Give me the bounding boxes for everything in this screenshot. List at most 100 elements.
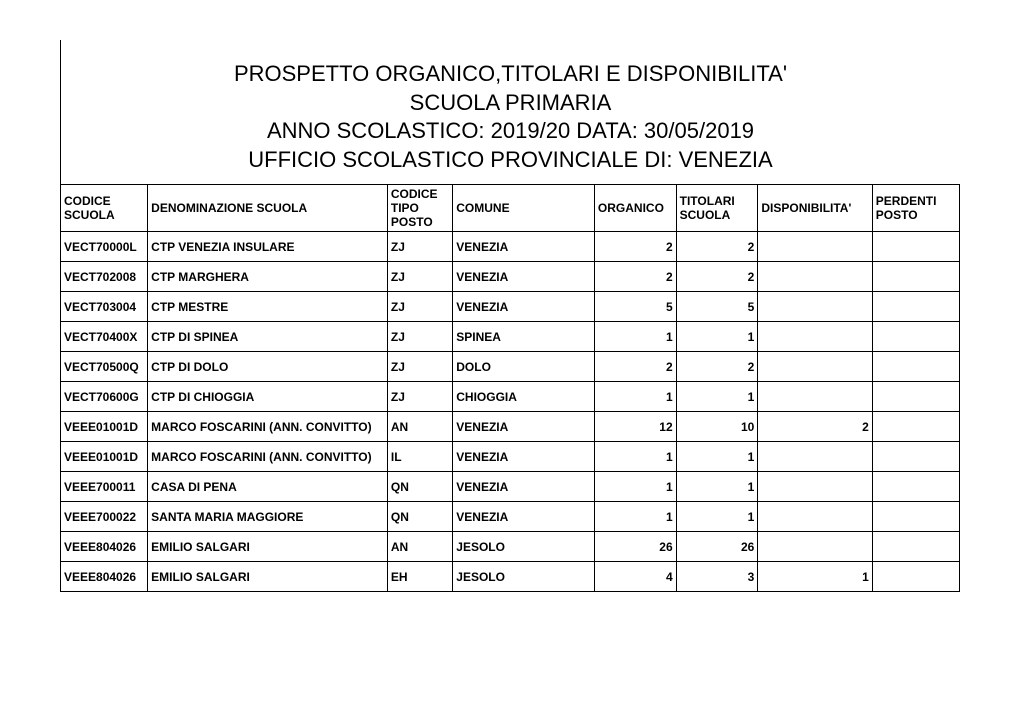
cell-tipo: ZJ <box>387 382 452 412</box>
cell-tipo: ZJ <box>387 262 452 292</box>
title-line-2: SCUOLA PRIMARIA <box>61 89 960 118</box>
table-row: VECT703004CTP MESTREZJVENEZIA55 <box>61 292 960 322</box>
cell-perdenti <box>872 382 959 412</box>
cell-denom: EMILIO SALGARI <box>148 562 388 592</box>
cell-comune: JESOLO <box>453 562 595 592</box>
cell-organico: 5 <box>594 292 676 322</box>
table-row: VEEE804026EMILIO SALGARIEHJESOLO431 <box>61 562 960 592</box>
cell-denom: CTP VENEZIA INSULARE <box>148 232 388 262</box>
cell-comune: SPINEA <box>453 322 595 352</box>
cell-organico: 1 <box>594 322 676 352</box>
table-row: VEEE01001DMARCO FOSCARINI (ANN. CONVITTO… <box>61 442 960 472</box>
cell-codice: VECT703004 <box>61 292 148 322</box>
col-header-comune: COMUNE <box>453 185 595 232</box>
cell-comune: VENEZIA <box>453 502 595 532</box>
cell-disp <box>758 322 872 352</box>
table-row: VECT702008CTP MARGHERAZJVENEZIA22 <box>61 262 960 292</box>
cell-denom: EMILIO SALGARI <box>148 532 388 562</box>
cell-tipo: ZJ <box>387 232 452 262</box>
cell-denom: CTP DI DOLO <box>148 352 388 382</box>
table-row: VECT70500QCTP DI DOLOZJDOLO22 <box>61 352 960 382</box>
cell-perdenti <box>872 262 959 292</box>
cell-denom: MARCO FOSCARINI (ANN. CONVITTO) <box>148 412 388 442</box>
document-header: PROSPETTO ORGANICO,TITOLARI E DISPONIBIL… <box>60 40 960 184</box>
cell-organico: 2 <box>594 232 676 262</box>
table-header-row: CODICE SCUOLA DENOMINAZIONE SCUOLA CODIC… <box>61 185 960 232</box>
table-row: VEEE804026EMILIO SALGARIANJESOLO2626 <box>61 532 960 562</box>
table-body: VECT70000LCTP VENEZIA INSULAREZJVENEZIA2… <box>61 232 960 592</box>
title-line-1: PROSPETTO ORGANICO,TITOLARI E DISPONIBIL… <box>61 60 960 89</box>
cell-comune: VENEZIA <box>453 262 595 292</box>
cell-codice: VECT702008 <box>61 262 148 292</box>
cell-denom: CASA DI PENA <box>148 472 388 502</box>
cell-comune: DOLO <box>453 352 595 382</box>
cell-disp <box>758 382 872 412</box>
cell-perdenti <box>872 292 959 322</box>
cell-denom: CTP MESTRE <box>148 292 388 322</box>
cell-titolari: 1 <box>676 472 758 502</box>
cell-organico: 2 <box>594 262 676 292</box>
title-line-3: ANNO SCOLASTICO: 2019/20 DATA: 30/05/201… <box>61 117 960 146</box>
cell-perdenti <box>872 412 959 442</box>
cell-denom: SANTA MARIA MAGGIORE <box>148 502 388 532</box>
title-line-4: UFFICIO SCOLASTICO PROVINCIALE DI: VENEZ… <box>61 146 960 175</box>
cell-comune: JESOLO <box>453 532 595 562</box>
cell-tipo: ZJ <box>387 352 452 382</box>
data-table: CODICE SCUOLA DENOMINAZIONE SCUOLA CODIC… <box>60 184 960 592</box>
cell-codice: VEEE700022 <box>61 502 148 532</box>
cell-codice: VEEE01001D <box>61 442 148 472</box>
cell-perdenti <box>872 562 959 592</box>
cell-tipo: AN <box>387 412 452 442</box>
cell-tipo: QN <box>387 502 452 532</box>
cell-organico: 4 <box>594 562 676 592</box>
cell-codice: VECT70400X <box>61 322 148 352</box>
cell-perdenti <box>872 352 959 382</box>
table-row: VECT70400XCTP DI SPINEAZJSPINEA11 <box>61 322 960 352</box>
cell-tipo: ZJ <box>387 292 452 322</box>
col-header-organico: ORGANICO <box>594 185 676 232</box>
cell-titolari: 1 <box>676 502 758 532</box>
cell-perdenti <box>872 472 959 502</box>
cell-organico: 26 <box>594 532 676 562</box>
table-row: VEEE01001DMARCO FOSCARINI (ANN. CONVITTO… <box>61 412 960 442</box>
cell-codice: VEEE804026 <box>61 562 148 592</box>
cell-tipo: IL <box>387 442 452 472</box>
cell-perdenti <box>872 532 959 562</box>
cell-disp <box>758 442 872 472</box>
col-header-perdenti: PERDENTI POSTO <box>872 185 959 232</box>
col-header-denom: DENOMINAZIONE SCUOLA <box>148 185 388 232</box>
cell-titolari: 1 <box>676 322 758 352</box>
cell-organico: 1 <box>594 472 676 502</box>
cell-denom: CTP DI SPINEA <box>148 322 388 352</box>
cell-comune: VENEZIA <box>453 412 595 442</box>
cell-comune: VENEZIA <box>453 442 595 472</box>
cell-titolari: 1 <box>676 442 758 472</box>
cell-codice: VECT70600G <box>61 382 148 412</box>
cell-denom: CTP MARGHERA <box>148 262 388 292</box>
cell-titolari: 2 <box>676 262 758 292</box>
cell-disp: 2 <box>758 412 872 442</box>
cell-comune: VENEZIA <box>453 232 595 262</box>
cell-organico: 1 <box>594 502 676 532</box>
cell-organico: 1 <box>594 442 676 472</box>
cell-codice: VECT70500Q <box>61 352 148 382</box>
cell-titolari: 1 <box>676 382 758 412</box>
cell-titolari: 2 <box>676 232 758 262</box>
cell-organico: 12 <box>594 412 676 442</box>
cell-organico: 2 <box>594 352 676 382</box>
table-row: VECT70600GCTP DI CHIOGGIAZJCHIOGGIA11 <box>61 382 960 412</box>
table-row: VEEE700011CASA DI PENAQNVENEZIA11 <box>61 472 960 502</box>
cell-perdenti <box>872 502 959 532</box>
cell-comune: CHIOGGIA <box>453 382 595 412</box>
table-row: VECT70000LCTP VENEZIA INSULAREZJVENEZIA2… <box>61 232 960 262</box>
cell-disp <box>758 232 872 262</box>
cell-comune: VENEZIA <box>453 472 595 502</box>
cell-perdenti <box>872 442 959 472</box>
col-header-tipo: CODICE TIPO POSTO <box>387 185 452 232</box>
cell-tipo: AN <box>387 532 452 562</box>
col-header-codice: CODICE SCUOLA <box>61 185 148 232</box>
cell-disp <box>758 532 872 562</box>
cell-codice: VEEE01001D <box>61 412 148 442</box>
cell-comune: VENEZIA <box>453 292 595 322</box>
cell-disp <box>758 352 872 382</box>
